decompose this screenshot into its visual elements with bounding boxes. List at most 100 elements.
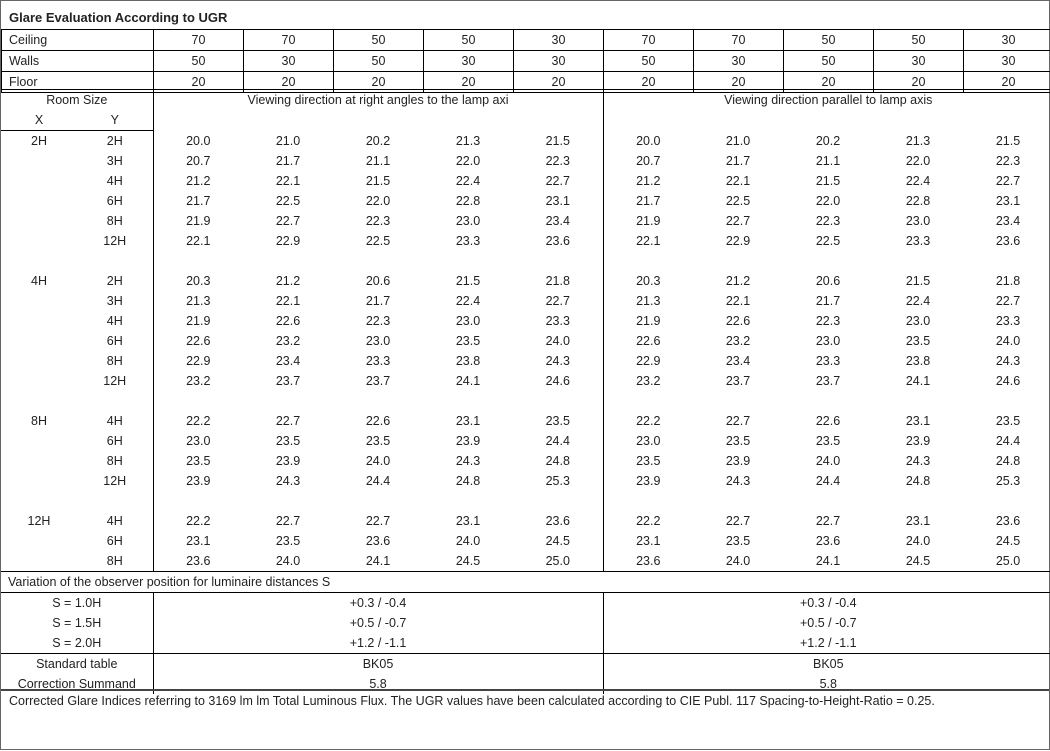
spacer-cell <box>873 491 963 511</box>
ugr-value: 20.6 <box>783 271 873 291</box>
ugr-value: 20.3 <box>153 271 243 291</box>
spacer-cell <box>243 391 333 411</box>
ugr-value: 24.1 <box>333 551 423 572</box>
ugr-value: 21.7 <box>603 191 693 211</box>
table-title-bar: Glare Evaluation According to UGR <box>1 1 1049 30</box>
ugr-value: 23.2 <box>243 331 333 351</box>
spacer-cell <box>783 391 873 411</box>
ugr-value: 23.2 <box>603 371 693 391</box>
spacer-cell <box>513 491 603 511</box>
ugr-value: 24.0 <box>513 331 603 351</box>
ugr-value: 24.8 <box>873 471 963 491</box>
spacer-cell <box>1 391 77 411</box>
ugr-value: 22.7 <box>963 171 1050 191</box>
ugr-value: 24.5 <box>513 531 603 551</box>
ugr-value: 23.1 <box>873 511 963 531</box>
ugr-value: 23.5 <box>873 331 963 351</box>
ugr-value: 24.6 <box>963 371 1050 391</box>
room-x-empty <box>1 291 77 311</box>
reflectance-label: Walls <box>2 51 154 72</box>
ugr-value: 24.3 <box>513 351 603 371</box>
ugr-value: 20.2 <box>783 131 873 152</box>
room-y: 6H <box>77 331 153 351</box>
ugr-value: 25.0 <box>963 551 1050 572</box>
ugr-value: 21.2 <box>603 171 693 191</box>
room-y: 8H <box>77 351 153 371</box>
ugr-value: 22.2 <box>153 411 243 431</box>
ugr-value: 22.7 <box>693 411 783 431</box>
ugr-value: 22.6 <box>693 311 783 331</box>
ugr-value: 25.0 <box>513 551 603 572</box>
ugr-value: 23.6 <box>513 231 603 251</box>
ugr-value: 24.0 <box>333 451 423 471</box>
reflectance-value: 30 <box>514 51 604 72</box>
variation-title-row: Variation of the observer position for l… <box>1 572 1050 593</box>
ugr-value: 22.1 <box>243 171 333 191</box>
ugr-value: 23.5 <box>963 411 1050 431</box>
spacer-cell <box>423 391 513 411</box>
ugr-value: 22.3 <box>513 151 603 171</box>
room-x: 12H <box>1 511 77 531</box>
reflectance-value: 50 <box>604 51 694 72</box>
ugr-value: 24.1 <box>423 371 513 391</box>
ugr-value: 22.9 <box>603 351 693 371</box>
reflectance-value: 50 <box>334 30 424 51</box>
ugr-value: 23.5 <box>423 331 513 351</box>
ugr-value: 20.3 <box>603 271 693 291</box>
ugr-value: 23.6 <box>513 511 603 531</box>
reflectance-value: 70 <box>694 30 784 51</box>
ugr-value: 22.1 <box>693 291 783 311</box>
ugr-value: 21.8 <box>513 271 603 291</box>
ugr-value: 23.0 <box>333 331 423 351</box>
room-x: 2H <box>1 131 77 152</box>
ugr-value: 21.1 <box>783 151 873 171</box>
ugr-value: 21.8 <box>963 271 1050 291</box>
ugr-value: 23.0 <box>603 431 693 451</box>
ugr-value: 23.9 <box>243 451 333 471</box>
ugr-value: 23.6 <box>963 231 1050 251</box>
ugr-value: 21.9 <box>603 211 693 231</box>
ugr-value: 21.5 <box>333 171 423 191</box>
ugr-value: 20.7 <box>603 151 693 171</box>
spacer-row <box>1 391 1050 411</box>
ugr-value: 21.7 <box>333 291 423 311</box>
ugr-value: 23.1 <box>153 531 243 551</box>
ugr-value: 23.1 <box>513 191 603 211</box>
variation-right-angles: +0.3 / -0.4 <box>153 593 603 614</box>
room-x-empty <box>1 211 77 231</box>
ugr-value: 23.9 <box>603 471 693 491</box>
spacer-cell <box>873 391 963 411</box>
ugr-value: 23.2 <box>153 371 243 391</box>
ugr-value: 23.5 <box>513 411 603 431</box>
dir-right-angles-header: Viewing direction at right angles to the… <box>153 90 603 131</box>
ugr-value: 23.0 <box>423 211 513 231</box>
ugr-value: 22.7 <box>963 291 1050 311</box>
ugr-value: 23.5 <box>243 531 333 551</box>
room-y: 3H <box>77 151 153 171</box>
reflectance-value: 70 <box>244 30 334 51</box>
ugr-value: 23.1 <box>423 411 513 431</box>
ugr-value: 21.2 <box>693 271 783 291</box>
ugr-value: 23.6 <box>153 551 243 572</box>
ugr-value: 21.9 <box>603 311 693 331</box>
spacer-cell <box>153 491 243 511</box>
room-x-empty <box>1 431 77 451</box>
spacer-cell <box>783 251 873 271</box>
variation-right-angles: +0.5 / -0.7 <box>153 613 603 633</box>
ugr-value: 22.4 <box>423 171 513 191</box>
ugr-value: 22.8 <box>423 191 513 211</box>
ugr-value: 21.5 <box>783 171 873 191</box>
spacer-cell <box>783 491 873 511</box>
ugr-value: 22.4 <box>873 171 963 191</box>
spacer-cell <box>423 491 513 511</box>
variation-label: S = 2.0H <box>1 633 153 654</box>
spacer-cell <box>603 251 693 271</box>
room-x-empty <box>1 331 77 351</box>
ugr-value: 22.2 <box>603 411 693 431</box>
